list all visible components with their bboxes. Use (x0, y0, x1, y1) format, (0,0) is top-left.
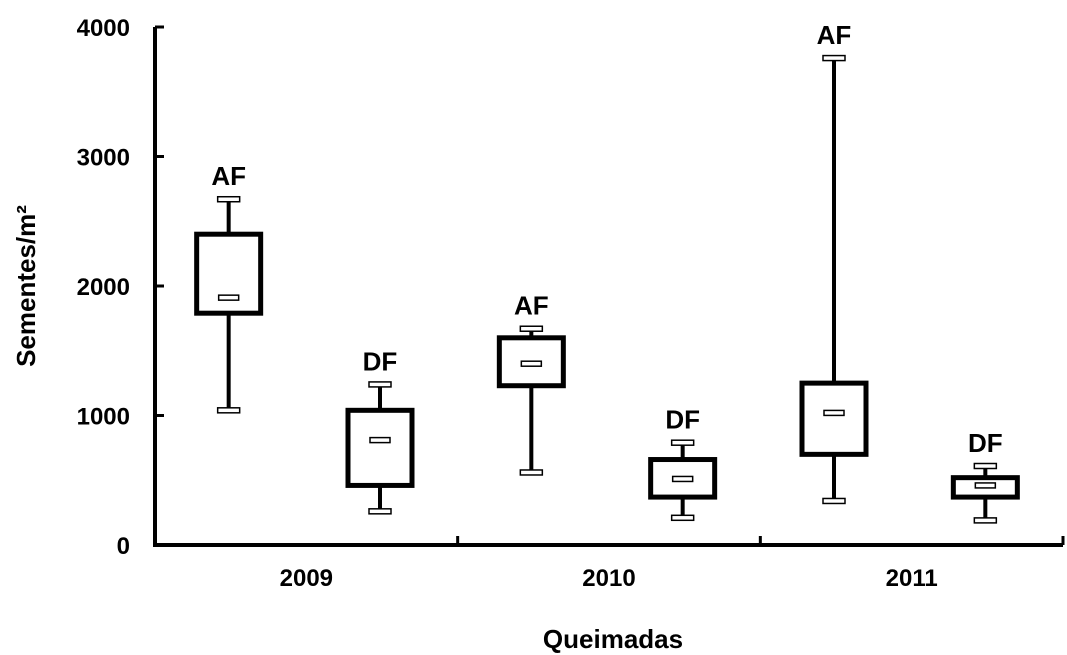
box-body (648, 457, 718, 500)
min-cap (519, 469, 544, 476)
box-body (194, 231, 264, 316)
x-tick-label: 2009 (280, 565, 333, 592)
min-cap (216, 407, 241, 414)
box-label: DF (968, 428, 1003, 458)
max-cap (973, 462, 998, 470)
min-cap (973, 517, 998, 524)
max-cap (368, 381, 392, 388)
box-label: AF (514, 291, 549, 321)
median-marker (369, 436, 391, 444)
y-tick-label: 0 (117, 533, 130, 560)
box-label: DF (363, 346, 398, 376)
box-2011-AF: AF (799, 20, 869, 505)
box-body (345, 407, 415, 488)
box-label: AF (211, 161, 246, 191)
median-marker (520, 360, 543, 367)
min-cap (822, 497, 846, 505)
min-cap (368, 508, 392, 515)
max-cap (519, 325, 544, 332)
median-marker (671, 475, 694, 483)
max-cap (822, 54, 846, 62)
box-2009-DF: DF (345, 346, 415, 515)
median-marker (974, 482, 997, 489)
min-cap (670, 514, 695, 522)
x-tick-label: 2011 (886, 565, 938, 592)
max-cap (670, 439, 695, 446)
median-marker (823, 409, 845, 417)
box-label: AF (817, 20, 852, 50)
median-marker (217, 294, 240, 301)
boxes: AF DF AF DF AF DF (194, 20, 1020, 524)
max-cap (216, 195, 241, 203)
box-2011-DF: DF (950, 428, 1020, 524)
y-tick-label: 2000 (77, 274, 130, 301)
x-axis-title: Queimadas (543, 624, 683, 654)
box-2010-DF: DF (648, 405, 718, 522)
y-tick-label: 4000 (77, 15, 130, 42)
y-tick-label: 1000 (77, 404, 130, 431)
y-tick-label: 3000 (77, 145, 130, 172)
box-2010-AF: AF (496, 291, 566, 476)
box-2009-AF: AF (194, 161, 264, 414)
box-body (799, 380, 869, 457)
y-axis-title: Sementes/m² (11, 205, 41, 367)
x-tick-label: 2010 (582, 565, 635, 592)
axes: 0 1000 2000 3000 4000 2009 2010 2011 (77, 15, 1065, 592)
box-label: DF (665, 405, 700, 435)
